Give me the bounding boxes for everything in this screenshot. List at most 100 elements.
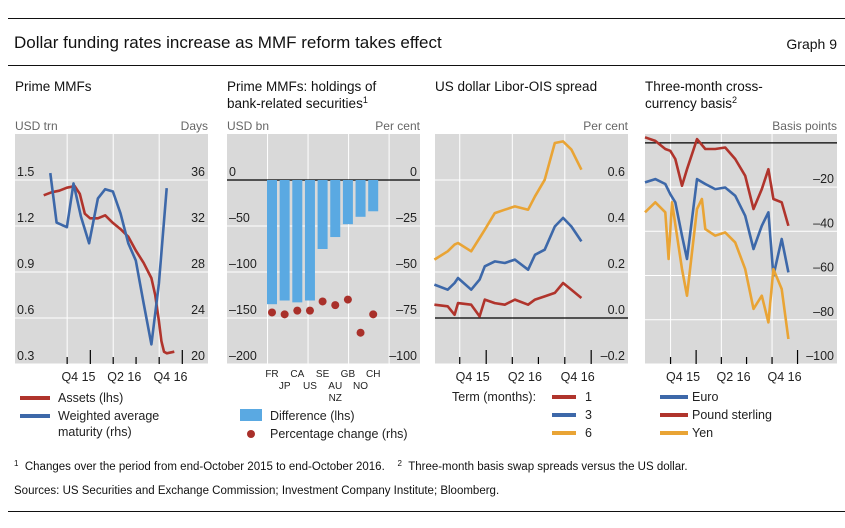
y-axis-right-unit: Per cent	[583, 119, 628, 133]
legends: Assets (lhs) Weighted average maturity (rh…	[20, 390, 772, 441]
legend-label-wam-line-1: Weighted average	[58, 409, 159, 423]
y-tick-label-left: 0.3	[17, 349, 34, 363]
panel-4: Basis points –100 –80 –60 –40 –20 Q4 15 Q2 16 Q4…	[644, 119, 837, 384]
dot-au-nz	[331, 301, 340, 310]
dot-jp	[280, 310, 289, 319]
y-tick-label-right: 0.2	[608, 257, 625, 271]
footnote-ref-2: 2	[732, 95, 738, 105]
category-label: CH	[366, 369, 380, 380]
legend-title-term: Term (months):	[452, 390, 536, 404]
y-tick-label-right: 0.0	[608, 303, 625, 317]
y-axis-left-unit: USD bn	[227, 119, 269, 133]
panel-2-title: Prime MMFs: holdings of bank-related sec…	[227, 78, 376, 112]
y-tick-label-left: 0.9	[17, 257, 34, 271]
footnote-2-mark: 2	[397, 459, 402, 468]
y-tick-label-right: –100	[389, 349, 417, 363]
legend-swatch-difference	[240, 409, 262, 421]
series-line-2	[49, 172, 168, 346]
category-label-part: NZ	[329, 393, 342, 404]
dot-us	[305, 306, 314, 315]
series-line-1	[43, 184, 175, 355]
x-tick-label: Q4 16	[153, 370, 187, 384]
bar-se	[317, 180, 328, 249]
graph-number: Graph 9	[786, 36, 837, 52]
title-rule	[8, 65, 845, 66]
y-tick-label-right: 28	[191, 257, 205, 271]
dot-ca	[293, 306, 302, 315]
footnotes: 1 Changes over the period from end-Octob…	[14, 459, 688, 473]
legend-label-yen: Yen	[692, 426, 713, 440]
footnote-1: Changes over the period from end-October…	[24, 461, 385, 473]
x-tick-label: Q4 15	[666, 370, 700, 384]
category-label: CA	[290, 369, 304, 380]
series-line-1	[434, 281, 583, 318]
y-axis-right-unit: Per cent	[375, 119, 420, 133]
y-axis-left-unit: USD trn	[15, 119, 58, 133]
y-tick-label-left: –50	[229, 211, 250, 225]
y-tick-label-right: –0.2	[601, 349, 625, 363]
y-tick-label-right: –40	[813, 216, 834, 230]
dot-no	[356, 328, 365, 337]
x-tick-label: Q4 15	[456, 370, 490, 384]
y-tick-label-left: 0.6	[17, 303, 34, 317]
y-tick-label-right: –60	[813, 261, 834, 275]
panel-1-title: Prime MMFs	[15, 78, 92, 95]
y-tick-label-right: 24	[191, 303, 205, 317]
panel-2: USD bn Per cent –200 –150 –100 –50 0 –100 –75 –50…	[227, 119, 421, 404]
y-tick-label-right: –25	[396, 211, 417, 225]
legend-label-term-3: 3	[585, 408, 592, 422]
dot-fr	[268, 308, 276, 317]
category-label: FR	[265, 369, 278, 380]
y-tick-label-left: 1.5	[17, 165, 34, 179]
panel-3-title-text: US dollar Libor-OIS spread	[435, 79, 598, 94]
x-tick-label: Q2 16	[717, 370, 751, 384]
dot-gb	[343, 295, 352, 304]
plot-area	[435, 134, 628, 364]
bar-gb	[342, 180, 353, 225]
panel-1-title-text: Prime MMFs	[15, 79, 92, 94]
bar-us	[304, 180, 315, 301]
footnote-ref-1: 1	[362, 95, 368, 105]
y-axis-right-unit: Days	[181, 119, 208, 133]
x-tick-label: Q4 15	[61, 370, 95, 384]
category-label: AU NZ	[328, 381, 342, 404]
panel-3: Per cent –0.2 0.0 0.2 0.4 0.6 Q4 15 Q2 16 Q4 16	[433, 119, 629, 384]
legend-label-pound-sterling: Pound sterling	[692, 408, 772, 422]
series-line-2	[433, 216, 583, 292]
legend-label-assets: Assets (lhs)	[58, 391, 123, 405]
category-label: SE	[316, 369, 330, 380]
bar-ch	[368, 180, 379, 212]
x-tick-label: Q4 16	[767, 370, 801, 384]
panel-2-title-line-1: Prime MMFs: holdings of	[227, 79, 377, 94]
series-line-1	[644, 177, 790, 278]
plot-area	[15, 134, 208, 364]
bar-ca	[292, 180, 303, 303]
top-rule	[8, 18, 845, 19]
y-tick-label-right: 0	[410, 165, 417, 179]
legend-label-term-6: 6	[585, 426, 592, 440]
y-tick-label-left: –200	[229, 349, 257, 363]
y-tick-label-left: –150	[229, 303, 257, 317]
series-line-2	[644, 136, 790, 227]
y-tick-label-right: 0.6	[608, 165, 625, 179]
bar-fr	[267, 180, 277, 305]
y-tick-label-right: 36	[191, 165, 205, 179]
chart-title: Dollar funding rates increase as MMF ref…	[14, 33, 442, 52]
legend-label-wam-line-2: maturity (rhs)	[58, 425, 132, 439]
panel-4-title-line-1: Three-month cross-	[645, 79, 763, 94]
y-tick-label-left: 0	[229, 165, 236, 179]
bar-no	[355, 180, 366, 217]
panel-4-title-line-2: currency basis	[645, 96, 733, 111]
x-tick-label: Q2 16	[508, 370, 542, 384]
category-label: JP	[279, 381, 291, 392]
bar-jp	[279, 180, 290, 301]
y-tick-label-right: –75	[396, 303, 417, 317]
panel-3-title: US dollar Libor-OIS spread	[435, 78, 597, 95]
y-tick-label-right: –100	[806, 349, 834, 363]
x-tick-label: Q2 16	[107, 370, 141, 384]
panel-2-title-line-2: bank-related securities	[227, 96, 363, 111]
footnote-2: Three-month basis swap spreads versus th…	[408, 461, 688, 473]
legend-label-euro: Euro	[692, 390, 718, 404]
panel-4-title: Three-month cross- currency basis2	[645, 78, 763, 112]
